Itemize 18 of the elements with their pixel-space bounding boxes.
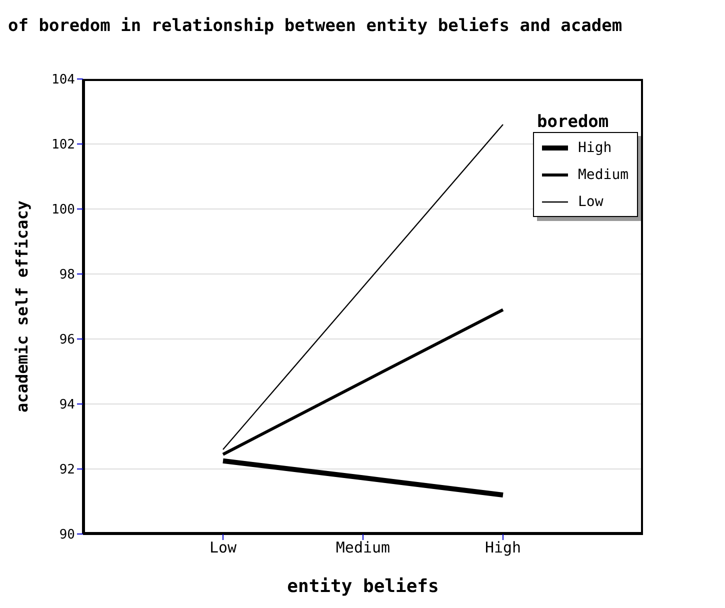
y-tick-label: 98: [59, 268, 75, 283]
x-axis-title: entity beliefs: [287, 576, 439, 597]
y-tick-label: 100: [52, 202, 75, 218]
x-tick-label: High: [484, 538, 522, 557]
legend-label: High: [578, 140, 612, 156]
y-tick-label: 90: [59, 528, 75, 543]
y-tick-label: 92: [59, 462, 75, 478]
y-tick-label: 102: [52, 138, 75, 153]
x-tick-label: Medium: [336, 538, 390, 557]
legend-title: boredom: [537, 112, 610, 132]
y-tick-label: 96: [59, 332, 75, 348]
y-tick-label: 94: [59, 398, 76, 413]
legend-label: Medium: [578, 166, 629, 182]
chart-title: of boredom in relationship between entity beliefs and academ: [8, 16, 624, 36]
legend-label: Low: [578, 194, 604, 210]
x-tick-label: Low: [209, 538, 238, 557]
y-tick-label: 104: [52, 72, 76, 88]
y-axis-title: academic self efficacy: [12, 200, 32, 412]
